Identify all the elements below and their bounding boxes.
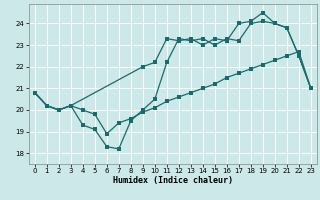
X-axis label: Humidex (Indice chaleur): Humidex (Indice chaleur)	[113, 176, 233, 185]
